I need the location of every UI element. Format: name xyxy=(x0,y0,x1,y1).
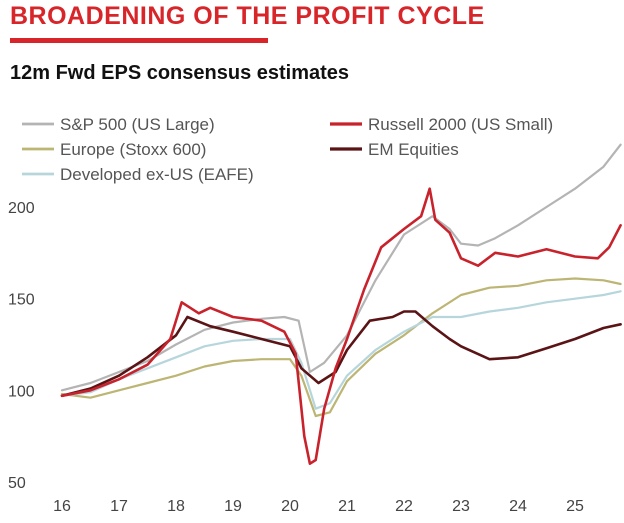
x-tick-label-2: 18 xyxy=(167,498,185,515)
series-layer xyxy=(60,143,622,466)
legend-label-3: EM Equities xyxy=(368,140,459,159)
series-line-2 xyxy=(60,277,622,418)
x-tick-label-4: 20 xyxy=(281,498,299,515)
banner-underline xyxy=(10,38,268,43)
x-axis-ticks: 16 17 18 19 20 21 22 23 24 25 xyxy=(53,498,584,515)
y-tick-label-3: 200 xyxy=(8,200,35,217)
legend-label-2: Europe (Stoxx 600) xyxy=(60,140,206,159)
chart-subtitle: 12m Fwd EPS consensus estimates xyxy=(10,62,350,84)
x-tick-label-5: 21 xyxy=(338,498,356,515)
legend-label-1: Russell 2000 (US Small) xyxy=(368,115,553,134)
legend-label-4: Developed ex-US (EAFE) xyxy=(60,165,254,184)
x-tick-label-1: 17 xyxy=(110,498,128,515)
banner-title: BROADENING OF THE PROFIT CYCLE xyxy=(10,2,485,30)
x-tick-label-9: 25 xyxy=(566,498,584,515)
x-tick-label-0: 16 xyxy=(53,498,71,515)
x-tick-label-8: 24 xyxy=(509,498,527,515)
legend-label-0: S&P 500 (US Large) xyxy=(60,115,215,134)
series-line-4 xyxy=(60,290,622,410)
y-tick-label-2: 150 xyxy=(8,292,35,309)
y-tick-label-0: 50 xyxy=(8,475,26,492)
x-tick-label-7: 23 xyxy=(452,498,470,515)
x-tick-label-3: 19 xyxy=(224,498,242,515)
y-axis-ticks: 50 100 150 200 xyxy=(8,200,35,492)
legend: S&P 500 (US Large) Russell 2000 (US Small… xyxy=(22,115,553,184)
series-line-1 xyxy=(60,187,622,466)
x-tick-label-6: 22 xyxy=(395,498,413,515)
series-line-3 xyxy=(60,310,622,398)
y-tick-label-1: 100 xyxy=(8,383,35,400)
